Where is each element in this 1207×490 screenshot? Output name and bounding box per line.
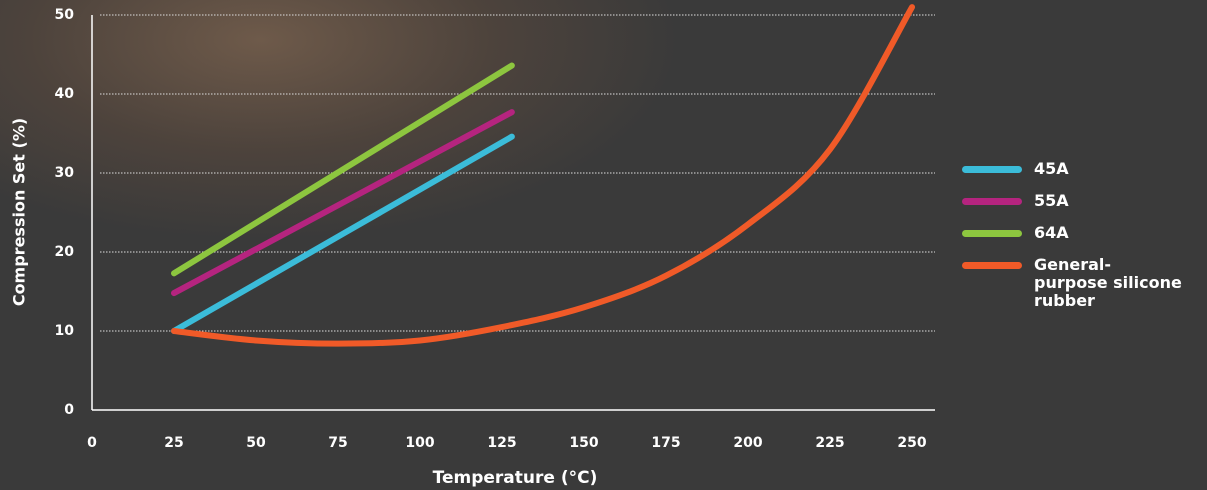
x-tick-label: 100: [405, 435, 434, 451]
y-tick-label: 20: [55, 244, 75, 260]
series-line: [171, 109, 515, 297]
legend-item: 45A: [962, 160, 1184, 178]
legend-item: 55A: [962, 192, 1184, 210]
y-tick-label: 30: [55, 165, 75, 181]
legend-label: 55A: [1034, 191, 1069, 210]
series-line: [171, 62, 515, 277]
x-tick-label: 200: [733, 435, 762, 451]
x-tick-label: 50: [246, 435, 266, 451]
legend-swatch: [962, 198, 1022, 205]
x-tick-label: 150: [569, 435, 598, 451]
y-tick-label: 50: [55, 7, 75, 23]
x-axis-title: Temperature (°C): [433, 468, 598, 488]
x-tick-label: 0: [87, 435, 97, 451]
legend-label: 45A: [1034, 159, 1069, 178]
y-axis-title: Compression Set (%): [10, 118, 29, 306]
series-line: [171, 4, 916, 347]
y-tick-label: 10: [55, 323, 75, 339]
y-tick-label: 0: [64, 402, 74, 418]
x-tick-label: 225: [815, 435, 844, 451]
legend-swatch: [962, 262, 1022, 269]
series-line: [171, 133, 515, 334]
y-tick-label: 40: [55, 86, 75, 102]
x-tick-label: 175: [651, 435, 680, 451]
legend-swatch: [962, 230, 1022, 237]
legend: 45A 55A 64A General-purpose silicone rubber: [962, 160, 1184, 324]
x-tick-label: 25: [164, 435, 183, 451]
legend-item: General-purpose silicone rubber: [962, 256, 1184, 310]
x-tick-label: 75: [328, 435, 347, 451]
x-tick-label: 125: [487, 435, 516, 451]
legend-label: 64A: [1034, 223, 1069, 242]
legend-label: General-purpose silicone rubber: [1034, 255, 1182, 310]
legend-item: 64A: [962, 224, 1184, 242]
x-tick-label: 250: [897, 435, 926, 451]
legend-swatch: [962, 166, 1022, 173]
